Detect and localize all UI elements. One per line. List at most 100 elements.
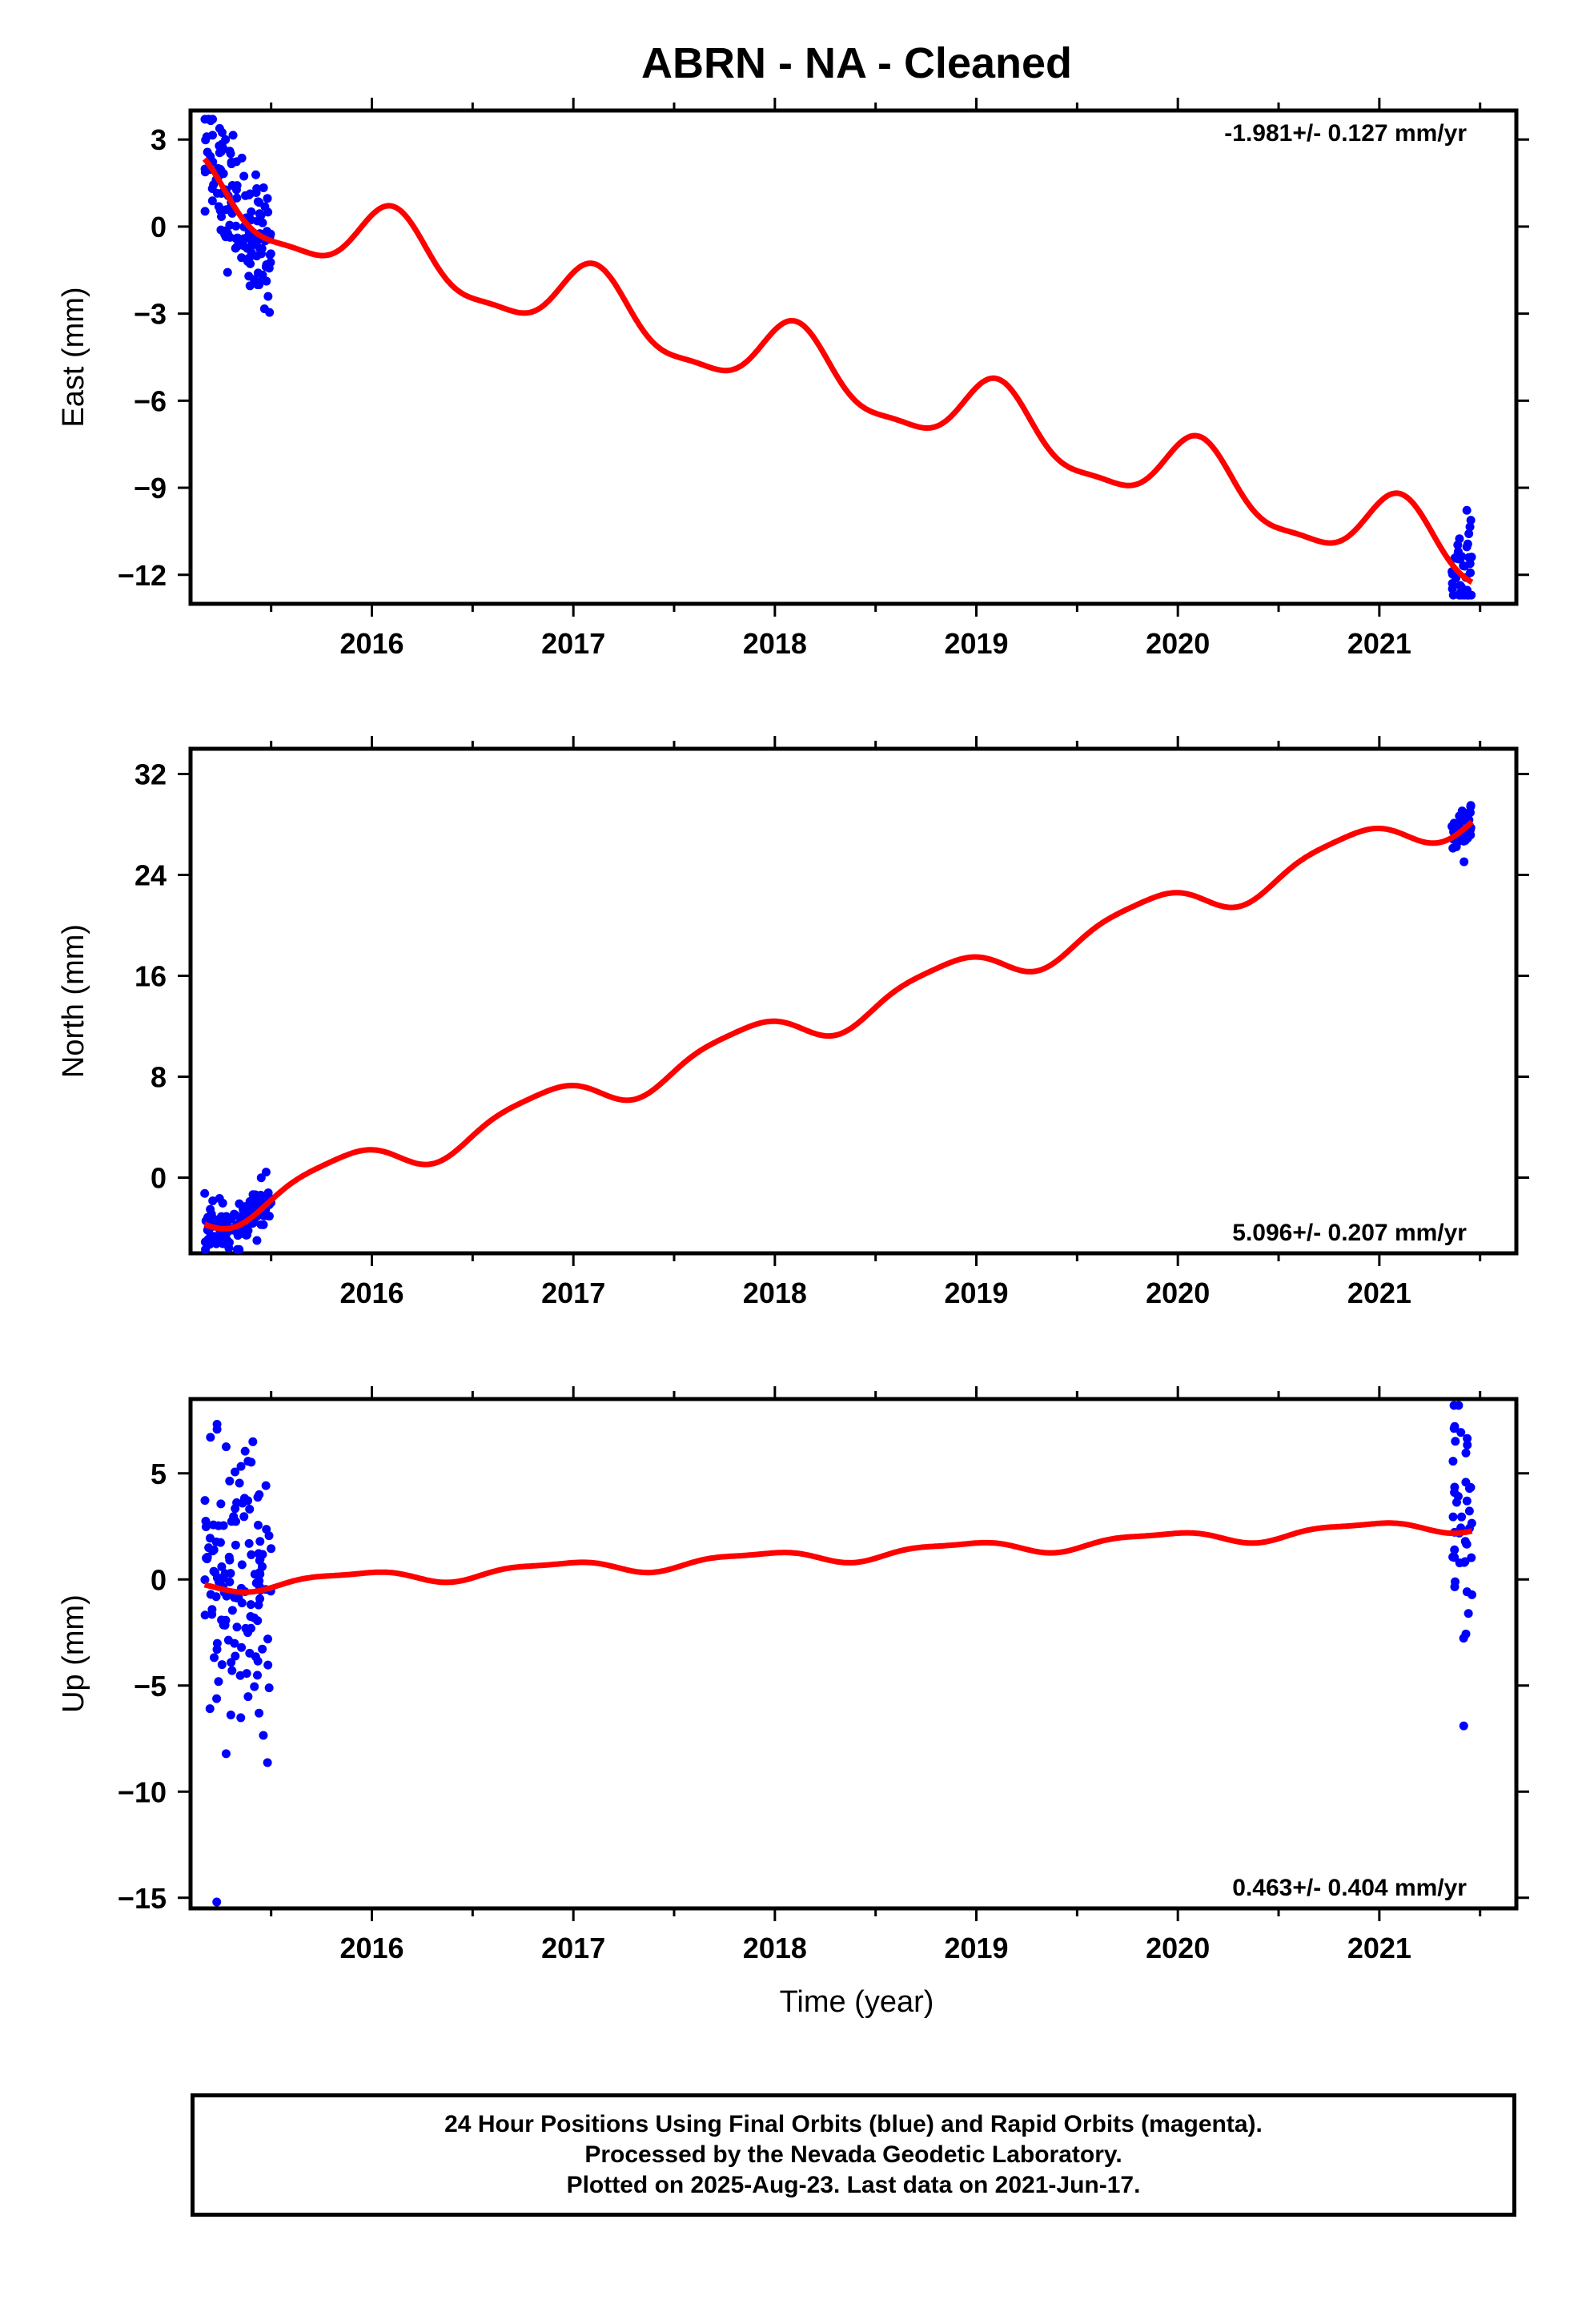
data-point (202, 132, 211, 142)
y-tick-label: 24 (135, 859, 167, 892)
data-point (1463, 539, 1472, 549)
y-tick-label: 16 (135, 960, 167, 993)
data-point (263, 207, 273, 217)
y-tick-label: −6 (134, 384, 167, 417)
data-point (1456, 581, 1465, 590)
x-axis-label: Time (year) (780, 1985, 934, 2019)
data-point (1460, 1558, 1469, 1567)
x-tick-label: 2019 (944, 627, 1008, 660)
data-point (259, 183, 268, 192)
data-points-up (200, 1401, 1477, 1907)
data-point (229, 1209, 239, 1219)
data-point (252, 216, 262, 226)
x-tick-label: 2019 (944, 1277, 1008, 1309)
data-point (1448, 843, 1458, 853)
data-point (263, 1188, 273, 1197)
data-point (1456, 1428, 1466, 1437)
data-point (1465, 559, 1475, 569)
y-tick-label: −5 (134, 1670, 167, 1703)
data-point (231, 1540, 240, 1550)
data-point (247, 1458, 256, 1467)
data-point (206, 1433, 215, 1442)
data-point (1451, 1437, 1460, 1446)
data-point (1448, 1457, 1458, 1466)
data-point (1466, 1482, 1476, 1492)
data-point (247, 248, 256, 258)
data-point (204, 1543, 214, 1553)
y-tick-label: −15 (118, 1882, 167, 1915)
panels-group: 2016 2017 2018 2019 2020 2021 3 0 −3 −6 −9 −12 East … (57, 98, 1529, 1964)
data-point (232, 1622, 242, 1632)
data-point (263, 1660, 273, 1670)
data-point (1449, 1401, 1459, 1410)
data-point (215, 1574, 224, 1583)
data-point (259, 1220, 268, 1229)
data-point (200, 1496, 210, 1506)
footer-info-box: 24 Hour Positions Using Final Orbits (bl… (191, 2093, 1516, 2217)
data-point (235, 1671, 245, 1680)
y-tick-label: 8 (151, 1061, 167, 1094)
data-point (215, 206, 225, 215)
data-point (203, 1235, 213, 1244)
data-point (265, 250, 275, 259)
y-tick-label: −3 (134, 298, 167, 331)
data-point (231, 234, 241, 243)
data-point (205, 1534, 215, 1543)
data-point (225, 147, 235, 156)
data-point (237, 153, 247, 163)
panel-up: 2016 2017 2018 2019 2020 2021 5 0 −5 −10 −15 Up (mm… (57, 1386, 1529, 1964)
data-point (202, 1554, 211, 1563)
data-point (1449, 1424, 1459, 1433)
data-point (231, 243, 240, 253)
data-point (219, 1620, 228, 1630)
data-point (207, 1215, 217, 1224)
data-point (262, 227, 271, 236)
data-point (208, 1196, 218, 1206)
data-point (263, 292, 273, 301)
data-point (263, 1758, 272, 1767)
x-tick-label: 2020 (1146, 1932, 1210, 1964)
data-point (200, 207, 210, 216)
data-point (241, 1205, 251, 1215)
data-point (251, 239, 261, 249)
data-point (220, 230, 230, 239)
y-tick-label: 0 (151, 1162, 167, 1195)
data-point (1455, 534, 1464, 544)
rate-label: -1.981+/- 0.127 mm/yr (1224, 120, 1467, 147)
data-point (1456, 817, 1466, 826)
rate-label: 0.463+/- 0.404 mm/yr (1232, 1875, 1467, 1901)
data-point (200, 1610, 210, 1620)
data-point (212, 1420, 222, 1429)
y-axis-label: North (mm) (57, 924, 90, 1078)
data-point (1462, 1496, 1472, 1506)
data-point (232, 193, 242, 203)
x-tick-label: 2017 (541, 1277, 605, 1309)
data-point (200, 1188, 210, 1198)
x-tick-label: 2017 (541, 627, 605, 660)
data-point (1467, 1553, 1476, 1562)
data-point (1448, 590, 1458, 600)
data-point (255, 1568, 264, 1578)
data-point (1463, 590, 1472, 600)
panel-frame (188, 746, 1519, 1256)
data-point (205, 1704, 215, 1714)
data-point (1466, 516, 1476, 525)
data-point (239, 171, 249, 181)
data-point (200, 1575, 210, 1585)
data-point (1447, 579, 1457, 589)
data-point (264, 1683, 274, 1693)
data-point (225, 1577, 235, 1586)
data-point (227, 1666, 237, 1675)
data-point (1463, 1433, 1472, 1443)
data-point (246, 1600, 255, 1610)
data-point (247, 1550, 256, 1559)
data-point (237, 1560, 247, 1570)
data-point (207, 196, 217, 206)
y-tick-label: 32 (135, 758, 167, 791)
data-point (243, 1692, 253, 1702)
x-tick-label: 2021 (1347, 1932, 1411, 1964)
data-point (216, 147, 226, 156)
footer-line-processed: Processed by the Nevada Geodetic Laborat… (584, 2141, 1122, 2168)
data-point (259, 1731, 268, 1740)
